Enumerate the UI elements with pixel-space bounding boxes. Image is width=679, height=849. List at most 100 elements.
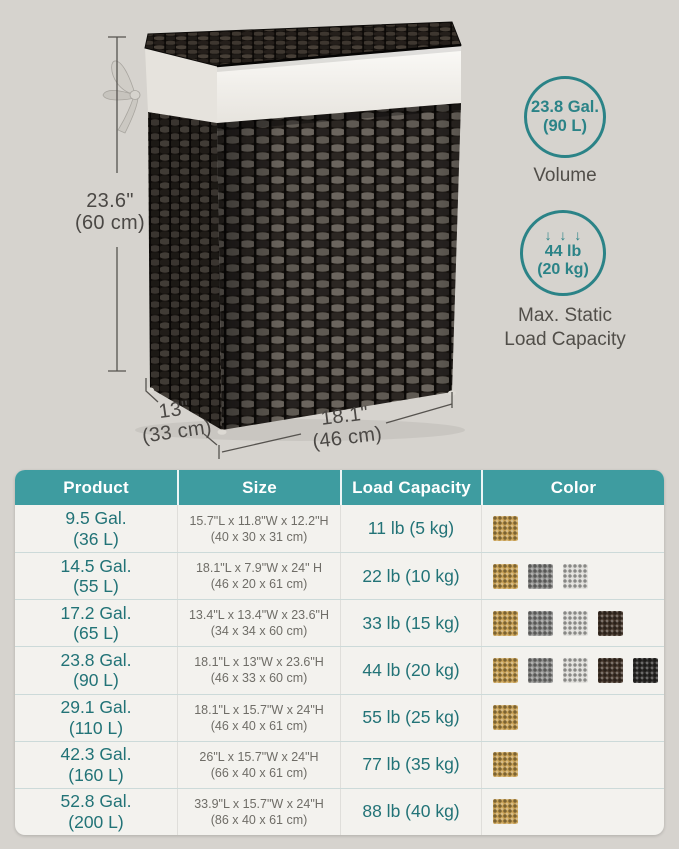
load-capacity-cell: 88 lb (40 kg) [340, 788, 481, 835]
size-line: 26"L x 15.7"W x 24"H [199, 749, 319, 764]
color-swatch-light-gray [563, 610, 588, 636]
lid-front-edge [216, 43, 462, 68]
product-line: (160 L) [68, 764, 124, 785]
height-value: 23.6" [86, 190, 134, 212]
band-drop-shadow [217, 103, 461, 131]
hamper-foot [146, 387, 154, 393]
color-swatch-brown [598, 657, 623, 683]
product-line: 29.1 Gal. [60, 697, 132, 718]
header-color: Color [481, 470, 664, 505]
product-line: (200 L) [68, 811, 124, 832]
product-cell: 17.2 Gal. (65 L) [15, 600, 177, 646]
product-cell: 29.1 Gal. (110 L) [15, 695, 177, 741]
volume-metric: (90 L) [542, 117, 587, 135]
table-row: 14.5 Gal. (55 L) 18.1"L x 7.9"W x 24" H (46… [15, 552, 664, 600]
product-cell: 52.8 Gal. (200 L) [15, 789, 177, 835]
product-line: (110 L) [68, 717, 124, 738]
dimension-lines [108, 36, 453, 459]
hamper-foot [217, 429, 227, 435]
size-cell: 18.1"L x 13"W x 23.6"H (46 x 33 x 60 cm) [177, 647, 340, 694]
product-line: 52.8 Gal. [60, 791, 132, 812]
table-row: 23.8 Gal. (90 L) 18.1"L x 13"W x 23.6"H (46… [15, 646, 664, 694]
product-line: 14.5 Gal. [60, 555, 132, 576]
color-swatch-camel [493, 752, 518, 778]
color-swatch-camel [493, 563, 518, 589]
size-line: 13.4"L x 13.4"W x 23.6"H [188, 608, 329, 623]
color-cell [481, 647, 664, 694]
color-swatch-black [633, 657, 658, 683]
ribbon-bow-icon [102, 60, 141, 134]
load-capacity-badge: ↓ ↓ ↓ 44 lb (20 kg) [520, 210, 606, 296]
color-swatch-camel [493, 705, 518, 731]
size-line: (46 x 20 x 61 cm) [210, 577, 308, 592]
size-line: 18.1"L x 7.9"W x 24" H [195, 561, 323, 576]
volume-badge: 23.8 Gal. (90 L) [524, 76, 606, 158]
height-dimension-label: 23.6" (60 cm) [55, 190, 165, 234]
size-line: 18.1"L x 15.7"W x 24"H [194, 702, 324, 717]
product-line: 17.2 Gal. [60, 602, 132, 623]
height-metric: (60 cm) [75, 211, 145, 234]
load-value: 44 lb [544, 242, 582, 260]
table-row: 42.3 Gal. (160 L) 26"L x 15.7"W x 24"H (66 … [15, 740, 664, 788]
table-row: 9.5 Gal. (36 L) 15.7"L x 11.8"W x 12.2"H (4… [15, 505, 664, 553]
load-capacity-cell: 33 lb (15 kg) [340, 600, 481, 647]
volume-badge-label: Volume [533, 165, 597, 186]
color-cell [481, 600, 664, 647]
color-swatch-light-gray [563, 563, 588, 589]
product-cell: 42.3 Gal. (160 L) [15, 742, 177, 788]
color-swatch-brown [598, 610, 623, 636]
color-cell [481, 553, 664, 600]
three-down-arrows-icon: ↓ ↓ ↓ [544, 226, 584, 243]
table-row: 52.8 Gal. (200 L) 33.9"L x 15.7"W x 24"H (8… [15, 787, 664, 835]
size-line: (40 x 30 x 31 cm) [210, 529, 308, 544]
table-row: 17.2 Gal. (65 L) 13.4"L x 13.4"W x 23.6"H(… [15, 599, 664, 647]
size-line: 15.7"L x 11.8"W x 12.2"H [189, 513, 329, 528]
header-product: Product [63, 477, 129, 497]
size-line: (66 x 40 x 61 cm) [210, 765, 308, 780]
size-cell: 15.7"L x 11.8"W x 12.2"H (40 x 30 x 31 cm… [177, 505, 340, 553]
liner-lid-shadow [217, 45, 461, 72]
load-capacity-cell: 55 lb (25 kg) [340, 694, 481, 741]
size-cell: 26"L x 15.7"W x 24"H (66 x 40 x 61 cm) [177, 741, 340, 788]
hamper-front-shade [217, 102, 461, 430]
spec-table-body: 9.5 Gal. (36 L) 15.7"L x 11.8"W x 12.2"H (4… [15, 505, 664, 835]
color-swatch-gray [528, 657, 553, 683]
product-cell: 14.5 Gal. (55 L) [15, 553, 177, 599]
product-line: 23.8 Gal. [60, 649, 132, 670]
size-cell: 18.1"L x 15.7"W x 24"H (46 x 40 x 61 cm) [177, 694, 340, 741]
size-line: (46 x 33 x 60 cm) [210, 671, 308, 686]
volume-value: 23.8 Gal. [531, 98, 599, 116]
product-line: 42.3 Gal. [60, 744, 132, 765]
product-line: (65 L) [73, 623, 119, 644]
table-row: 29.1 Gal. (110 L) 18.1"L x 15.7"W x 24"H (4… [15, 693, 664, 741]
color-swatch-light-gray [563, 657, 588, 683]
product-line: 9.5 Gal. [65, 508, 127, 529]
hamper-illustration [102, 21, 465, 459]
color-swatch-gray [528, 563, 553, 589]
header-size: Size [177, 470, 340, 505]
product-cell: 23.8 Gal. (90 L) [15, 647, 177, 693]
load-capacity-cell: 22 lb (10 kg) [340, 553, 481, 600]
product-cell: 9.5 Gal. (36 L) [15, 505, 177, 552]
color-swatch-camel [493, 657, 518, 683]
product-line: (55 L) [73, 576, 119, 597]
color-cell [481, 741, 664, 788]
size-line: 18.1"L x 13"W x 23.6"H [194, 655, 324, 670]
liner-band-front [217, 45, 461, 123]
color-swatch-camel [493, 516, 518, 542]
load-capacity-badge-label: Max. Static Load Capacity [504, 305, 626, 350]
size-cell: 13.4"L x 13.4"W x 23.6"H (34 x 34 x 60 cm… [177, 600, 340, 647]
color-swatch-camel [493, 610, 518, 636]
load-capacity-cell: 77 lb (35 kg) [340, 741, 481, 788]
hamper-side-face [148, 112, 222, 430]
size-line: (86 x 40 x 61 cm) [210, 812, 308, 827]
color-cell [481, 788, 664, 835]
size-line: 33.9"L x 15.7"W x 24"H [194, 796, 324, 811]
color-cell [481, 694, 664, 741]
liner-band-side [145, 48, 217, 123]
size-line: (46 x 40 x 61 cm) [210, 718, 308, 733]
product-line: (36 L) [73, 528, 119, 549]
color-cell [481, 505, 664, 553]
product-line: (90 L) [73, 670, 119, 691]
